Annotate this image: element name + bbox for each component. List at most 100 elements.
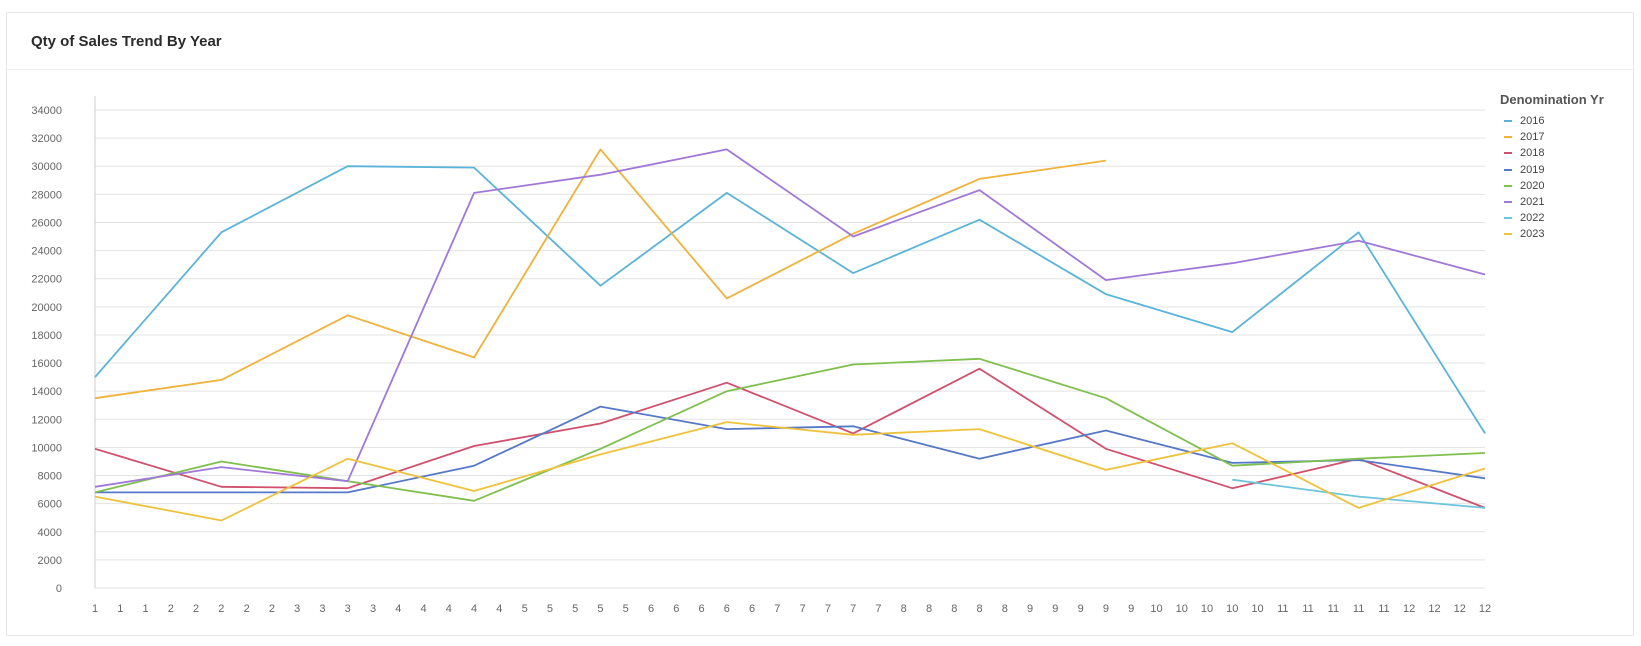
axes: 0 2000 4000 6000 8000 10000 12000 14000 16000 180… <box>31 96 1491 615</box>
legend-label: 2021 <box>1520 196 1545 209</box>
legend-item-2020[interactable]: 2020 <box>1500 178 1604 194</box>
y-tick-label: 4000 <box>38 527 62 539</box>
series-line-2022[interactable] <box>1232 478 1486 509</box>
series-line-2023[interactable] <box>94 421 1486 522</box>
x-tick-label: 9 <box>1103 603 1109 615</box>
legend-items: 2016 2017 2018 2019 2020 2021 2022 2023 <box>1500 113 1604 243</box>
x-tick-label: 2 <box>168 603 174 615</box>
x-tick-label: 8 <box>976 603 982 615</box>
x-tick-label: 5 <box>572 603 578 615</box>
x-tick-label: 11 <box>1302 603 1313 615</box>
x-tick-label: 3 <box>294 603 300 615</box>
x-tick-label: 10 <box>1176 603 1188 615</box>
x-tick-label: 11 <box>1277 603 1288 615</box>
legend-swatch <box>1504 168 1512 171</box>
y-tick-label: 16000 <box>31 358 62 370</box>
x-tick-label: 5 <box>623 603 629 615</box>
x-tick-label: 2 <box>193 603 199 615</box>
series-line-2016[interactable] <box>94 165 1486 434</box>
legend-label: 2020 <box>1520 179 1545 192</box>
y-tick-label: 24000 <box>31 246 62 258</box>
x-tick-label: 10 <box>1150 603 1162 615</box>
grid-lines <box>95 109 1485 589</box>
x-tick-label: 8 <box>926 603 932 615</box>
x-tick-label: 4 <box>496 603 502 615</box>
legend-item-2018[interactable]: 2018 <box>1500 145 1604 161</box>
y-tick-label: 2000 <box>38 555 62 567</box>
y-tick-label: 30000 <box>31 161 62 173</box>
legend-item-2021[interactable]: 2021 <box>1500 194 1604 210</box>
legend-label: 2022 <box>1520 212 1545 225</box>
y-tick-label: 34000 <box>31 105 62 117</box>
x-tick-label: 5 <box>547 603 553 615</box>
x-tick-label: 1 <box>92 603 98 615</box>
x-tick-label: 12 <box>1403 603 1415 615</box>
legend-swatch <box>1504 217 1512 220</box>
series-line-2021[interactable] <box>94 148 1486 488</box>
legend-title: Denomination Yr <box>1500 92 1604 107</box>
x-tick-label: 1 <box>117 603 123 615</box>
y-tick-label: 12000 <box>31 414 62 426</box>
x-tick-label: 2 <box>269 603 275 615</box>
x-tick-label: 10 <box>1201 603 1213 615</box>
x-tick-label: 4 <box>420 603 426 615</box>
chart-title: Qty of Sales Trend By Year <box>31 32 222 50</box>
series-line-2017[interactable] <box>94 148 1107 400</box>
legend-swatch <box>1504 201 1512 204</box>
x-tick-label: 7 <box>825 603 831 615</box>
series-line-2020[interactable] <box>94 357 1486 502</box>
legend-item-2017[interactable]: 2017 <box>1500 129 1604 145</box>
x-tick-label: 3 <box>319 603 325 615</box>
y-tick-label: 20000 <box>31 302 62 314</box>
x-tick-label: 9 <box>1128 603 1134 615</box>
legend-swatch <box>1504 136 1512 139</box>
x-tick-label: 5 <box>522 603 528 615</box>
legend-swatch <box>1504 120 1512 123</box>
y-tick-label: 0 <box>56 583 62 595</box>
y-tick-label: 10000 <box>31 442 62 454</box>
legend-label: 2017 <box>1520 131 1545 144</box>
y-tick-label: 22000 <box>31 274 62 286</box>
x-tick-label: 10 <box>1226 603 1238 615</box>
x-tick-label: 7 <box>800 603 806 615</box>
legend-swatch <box>1504 233 1512 236</box>
x-tick-label: 9 <box>1078 603 1084 615</box>
legend-swatch <box>1504 184 1512 187</box>
legend-item-2023[interactable]: 2023 <box>1500 226 1604 242</box>
y-tick-label: 18000 <box>31 330 62 342</box>
legend-label: 2018 <box>1520 147 1545 160</box>
legend-label: 2023 <box>1520 228 1545 241</box>
y-tick-label: 8000 <box>38 471 62 483</box>
x-tick-label: 8 <box>901 603 907 615</box>
y-tick-label: 26000 <box>31 217 62 229</box>
legend-swatch <box>1504 152 1512 155</box>
x-tick-label: 6 <box>724 603 730 615</box>
legend-item-2022[interactable]: 2022 <box>1500 210 1604 226</box>
x-tick-label: 6 <box>648 603 654 615</box>
legend-item-2016[interactable]: 2016 <box>1500 113 1604 129</box>
series-lines <box>94 148 1486 522</box>
x-tick-label: 12 <box>1428 603 1440 615</box>
x-tick-label: 4 <box>446 603 452 615</box>
series-line-2018[interactable] <box>94 367 1486 509</box>
legend-item-2019[interactable]: 2019 <box>1500 162 1604 178</box>
legend-label: 2016 <box>1520 115 1545 128</box>
legend: Denomination Yr 2016 2017 2018 2019 2020 2021… <box>1500 92 1604 243</box>
card-header: Qty of Sales Trend By Year <box>7 13 1633 70</box>
x-tick-label: 9 <box>1052 603 1058 615</box>
x-tick-label: 7 <box>850 603 856 615</box>
x-tick-label: 4 <box>471 603 477 615</box>
x-tick-label: 6 <box>749 603 755 615</box>
x-tick-label: 8 <box>1002 603 1008 615</box>
y-tick-label: 32000 <box>31 133 62 145</box>
x-tick-label: 11 <box>1378 603 1389 615</box>
x-tick-label: 12 <box>1479 603 1491 615</box>
x-tick-label: 7 <box>875 603 881 615</box>
x-tick-label: 5 <box>597 603 603 615</box>
x-tick-label: 10 <box>1251 603 1263 615</box>
x-tick-label: 3 <box>345 603 351 615</box>
x-tick-label: 1 <box>142 603 148 615</box>
y-tick-label: 14000 <box>31 386 62 398</box>
x-tick-label: 11 <box>1328 603 1339 615</box>
